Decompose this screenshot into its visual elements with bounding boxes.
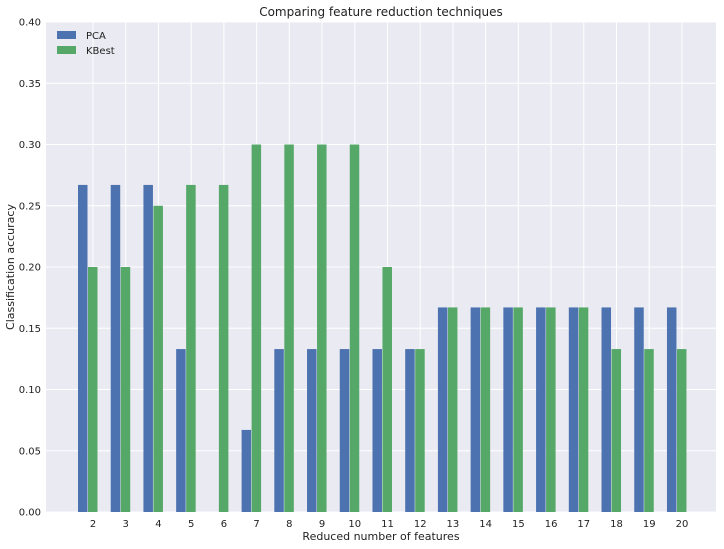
legend-swatch-pca [57, 31, 76, 39]
y-tick-label: 0.40 [19, 18, 41, 29]
x-tick-label: 5 [188, 519, 194, 530]
bar-kbest-8 [284, 144, 294, 512]
bar-kbest-5 [186, 184, 196, 513]
x-tick-label: 2 [90, 519, 96, 530]
bar-kbest-20 [676, 349, 687, 512]
bar-pca-15 [503, 307, 513, 512]
legend-label-kbest: KBest [86, 46, 115, 57]
bar-kbest-6 [218, 184, 229, 513]
bar-kbest-10 [349, 144, 360, 512]
bar-pca-9 [307, 349, 317, 512]
y-tick-labels: 0.00 0.05 0.10 0.15 0.20 0.25 0.30 0.35 0.40 [19, 18, 41, 519]
x-tick-label: 11 [381, 519, 394, 530]
bar-kbest-18 [611, 349, 622, 512]
bar-pca-8 [274, 349, 284, 512]
x-tick-label: 3 [123, 519, 129, 530]
y-tick-label: 0.35 [19, 79, 41, 90]
bar-kbest-13 [447, 307, 458, 512]
x-tick-label: 6 [221, 519, 227, 530]
bar-pca-10 [339, 349, 350, 512]
y-tick-label: 0.10 [19, 385, 41, 396]
bar-pca-13 [437, 307, 448, 512]
y-axis-title: Classification accuracy [4, 204, 17, 330]
y-tick-label: 0.15 [19, 324, 41, 335]
chart-title: Comparing feature reduction techniques [259, 5, 503, 19]
bar-pca-11 [372, 349, 382, 512]
bar-pca-3 [110, 184, 121, 513]
bar-pca-2 [78, 184, 88, 513]
y-tick-label: 0.20 [19, 263, 41, 274]
legend-swatch-kbest [57, 46, 76, 54]
bar-pca-17 [568, 307, 579, 512]
bar-kbest-15 [513, 307, 523, 512]
y-tick-label: 0.00 [19, 508, 41, 519]
bar-pca-5 [176, 349, 186, 512]
bar-kbest-2 [88, 267, 98, 512]
x-tick-label: 12 [414, 519, 427, 530]
x-tick-label: 8 [286, 519, 292, 530]
x-tick-label: 20 [676, 519, 689, 530]
bars-group [78, 144, 687, 513]
bar-pca-7 [241, 429, 252, 512]
bar-kbest-3 [120, 267, 131, 512]
y-tick-label: 0.25 [19, 201, 41, 212]
x-tick-label: 10 [348, 519, 361, 530]
bar-kbest-19 [644, 349, 654, 512]
x-tick-labels: 2 3 4 5 6 7 8 9 10 11 12 13 14 15 16 17 18 19 20 [90, 519, 689, 530]
x-axis-title: Reduced number of features [302, 530, 459, 543]
x-tick-label: 7 [253, 519, 259, 530]
x-tick-label: 9 [319, 519, 325, 530]
x-tick-label: 15 [512, 519, 525, 530]
bar-pca-4 [143, 184, 153, 513]
x-tick-label: 4 [155, 519, 161, 530]
legend-label-pca: PCA [86, 31, 106, 42]
bar-kbest-11 [382, 267, 392, 512]
bar-kbest-9 [317, 144, 327, 512]
bar-kbest-16 [546, 307, 556, 512]
bar-kbest-14 [480, 307, 491, 512]
bar-pca-20 [666, 307, 677, 512]
bar-pca-14 [470, 307, 481, 512]
y-tick-label: 0.30 [19, 140, 41, 151]
bar-kbest-4 [153, 205, 163, 512]
x-tick-label: 19 [643, 519, 656, 530]
y-tick-label: 0.05 [19, 446, 41, 457]
x-tick-label: 17 [577, 519, 590, 530]
bar-kbest-12 [415, 349, 425, 512]
legend: PCA KBest [57, 31, 115, 57]
bar-pca-12 [405, 349, 415, 512]
x-tick-label: 13 [447, 519, 460, 530]
x-tick-label: 18 [610, 519, 623, 530]
x-tick-label: 14 [479, 519, 492, 530]
bar-kbest-7 [251, 144, 262, 512]
x-tick-label: 16 [545, 519, 558, 530]
bar-pca-18 [601, 307, 612, 512]
bar-pca-19 [634, 307, 644, 512]
bar-pca-16 [536, 307, 546, 512]
bar-kbest-17 [578, 307, 589, 512]
